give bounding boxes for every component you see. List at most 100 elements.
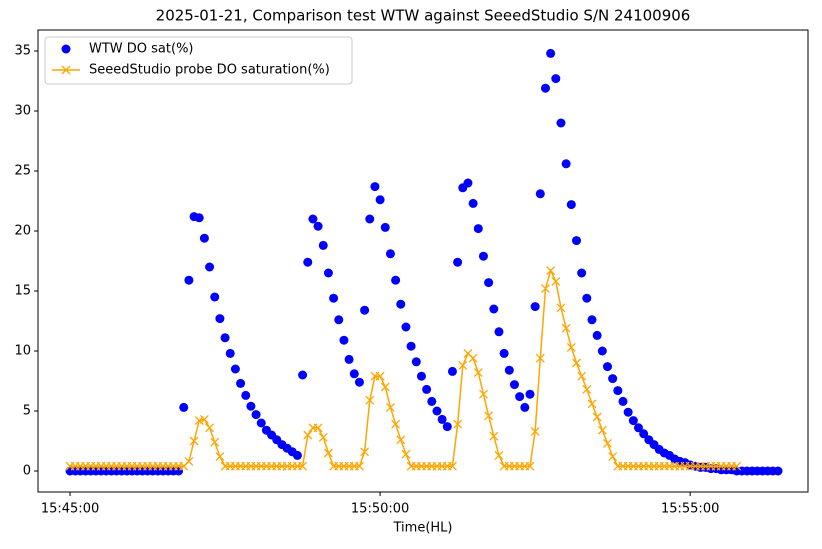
scatter-point xyxy=(179,402,189,412)
scatter-point xyxy=(411,357,421,367)
scatter-point xyxy=(360,305,370,315)
line-marker xyxy=(385,402,395,412)
scatter-point xyxy=(489,304,499,314)
scatter-point xyxy=(504,365,514,375)
scatter-point xyxy=(354,377,364,387)
y-tick-label: 15 xyxy=(14,284,31,299)
line xyxy=(70,268,737,467)
scatter-point xyxy=(592,330,602,340)
y-tick-label: 20 xyxy=(14,224,31,239)
scatter-point xyxy=(194,213,204,223)
y-tick-label: 25 xyxy=(14,164,31,179)
scatter-point xyxy=(370,182,380,192)
scatter-point xyxy=(220,333,230,343)
line-marker xyxy=(608,452,618,462)
y-tick-label: 35 xyxy=(14,44,31,59)
scatter-point xyxy=(313,221,323,231)
scatter-point xyxy=(215,314,225,324)
scatter-point xyxy=(540,83,550,93)
scatter-point xyxy=(473,224,483,234)
scatter-point xyxy=(339,335,349,345)
line-marker xyxy=(587,399,597,409)
scatter-point xyxy=(380,222,390,232)
line-marker xyxy=(360,447,370,457)
scatter-point xyxy=(494,327,504,337)
scatter-point xyxy=(344,354,354,364)
scatter-point xyxy=(597,346,607,356)
line-marker xyxy=(401,449,411,459)
line-marker xyxy=(184,456,194,466)
scatter-point xyxy=(447,366,457,376)
line-marker xyxy=(597,425,607,435)
scatter-point xyxy=(422,384,432,394)
scatter-point xyxy=(391,275,401,285)
line-marker xyxy=(298,461,308,471)
line-marker xyxy=(189,436,199,446)
scatter-point xyxy=(365,214,375,224)
scatter-point xyxy=(530,302,540,312)
scatter-point xyxy=(225,348,235,358)
line-marker xyxy=(566,342,576,352)
scatter-point xyxy=(437,414,447,424)
line-marker xyxy=(199,414,209,424)
line-marker xyxy=(577,371,587,381)
x-tick-label: 15:45:00 xyxy=(41,502,99,517)
line-marker xyxy=(215,452,225,462)
scatter-point xyxy=(199,233,209,243)
line-marker xyxy=(447,461,457,471)
line-marker xyxy=(561,323,571,333)
scatter-point xyxy=(318,240,328,250)
scatter-point xyxy=(432,406,442,416)
line-marker xyxy=(194,416,204,426)
line-marker xyxy=(525,461,535,471)
line-marker xyxy=(391,419,401,429)
scatter-point xyxy=(587,315,597,325)
scatter-point xyxy=(515,392,525,402)
y-tick-label: 5 xyxy=(23,404,31,419)
scatter-series xyxy=(65,48,783,476)
line-series xyxy=(65,266,742,471)
scatter-point xyxy=(375,195,385,205)
scatter-point xyxy=(329,293,339,303)
scatter-point xyxy=(251,410,261,420)
scatter-point xyxy=(551,74,561,84)
scatter-point xyxy=(582,293,592,303)
line-marker xyxy=(603,438,612,448)
scatter-point xyxy=(546,48,556,58)
y-tick-label: 10 xyxy=(14,344,31,359)
scatter-point xyxy=(184,275,194,285)
line-marker xyxy=(303,430,313,440)
line-marker xyxy=(473,368,483,378)
scatter-point xyxy=(566,200,576,210)
line-marker xyxy=(205,423,215,433)
line-marker xyxy=(313,423,323,433)
x-tick-label: 15:50:00 xyxy=(351,502,409,517)
y-tick-label: 0 xyxy=(23,464,31,479)
legend-label: SeeedStudio probe DO saturation(%) xyxy=(89,63,330,78)
line-marker xyxy=(354,461,364,471)
scatter-point xyxy=(427,396,437,406)
scatter-point xyxy=(628,416,638,426)
scatter-point xyxy=(230,364,240,374)
legend: WTW DO sat(%) SeeedStudio probe DO satura… xyxy=(44,36,353,85)
scatter-point xyxy=(442,422,452,432)
line-marker xyxy=(323,448,333,458)
scatter-point xyxy=(298,370,308,380)
scatter-point xyxy=(613,386,623,396)
line-marker xyxy=(479,389,488,399)
line-marker xyxy=(541,284,550,294)
scatter-point xyxy=(323,268,333,278)
chart-title: 2025-01-21, Comparison test WTW against … xyxy=(156,7,691,25)
scatter-point xyxy=(478,251,488,261)
scatter-point xyxy=(623,407,633,417)
line-marker xyxy=(318,432,328,442)
line-marker xyxy=(546,266,556,276)
scatter-point xyxy=(633,423,643,433)
scatter-point xyxy=(535,189,545,199)
scatter-point xyxy=(618,396,628,406)
line-marker xyxy=(375,371,385,381)
scatter-point xyxy=(639,429,649,439)
legend-label: WTW DO sat(%) xyxy=(89,42,194,57)
scatter-point xyxy=(236,378,246,388)
line-marker xyxy=(453,419,463,429)
